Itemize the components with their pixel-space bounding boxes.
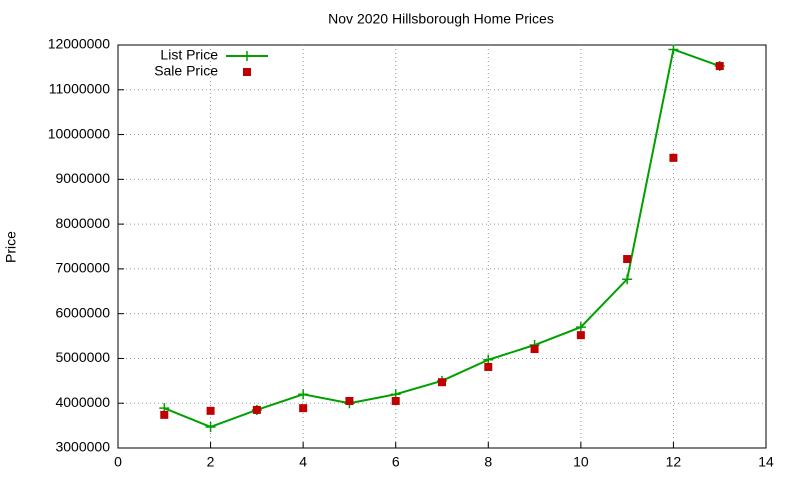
y-tick-label: 8000000 [55,215,110,231]
point-marker [576,331,585,340]
y-tick-label: 7000000 [55,260,110,276]
point-marker [205,421,216,432]
point-marker [345,396,354,405]
y-tick-label: 5000000 [55,349,110,365]
x-tick-label: 6 [392,454,400,470]
x-tick-label: 0 [114,454,122,470]
y-tick-label: 6000000 [55,304,110,320]
y-tick-label: 10000000 [48,125,111,141]
point-marker [391,396,400,405]
point-marker [530,345,539,354]
point-marker [298,389,309,400]
legend-label: List Price [160,47,218,63]
point-marker [669,153,678,162]
chart-title: Nov 2020 Hillsborough Home Prices [328,11,554,27]
y-tick-label: 4000000 [55,394,110,410]
y-tick-label: 3000000 [55,439,110,455]
x-tick-label: 14 [758,454,774,470]
x-tick-label: 2 [207,454,215,470]
point-marker [252,405,261,414]
point-marker [622,274,633,285]
point-marker [160,410,169,419]
legend-label: Sale Price [154,63,218,79]
y-tick-label: 9000000 [55,170,110,186]
plot-frame [117,44,767,449]
point-marker [575,322,586,333]
x-tick-label: 12 [666,454,682,470]
point-marker [623,255,632,264]
point-marker [206,406,215,415]
point-marker [668,44,679,55]
y-tick-label: 12000000 [48,36,111,52]
x-tick-label: 10 [573,454,589,470]
legend-marker [242,51,252,61]
point-marker [438,378,446,387]
legend-marker [243,68,251,76]
point-marker [299,404,308,413]
x-tick-label: 8 [484,454,492,470]
point-marker [715,62,724,71]
y-axis-label: Price [3,231,19,263]
point-marker [484,362,493,371]
y-tick-label: 11000000 [49,80,110,96]
x-tick-label: 4 [299,454,307,470]
